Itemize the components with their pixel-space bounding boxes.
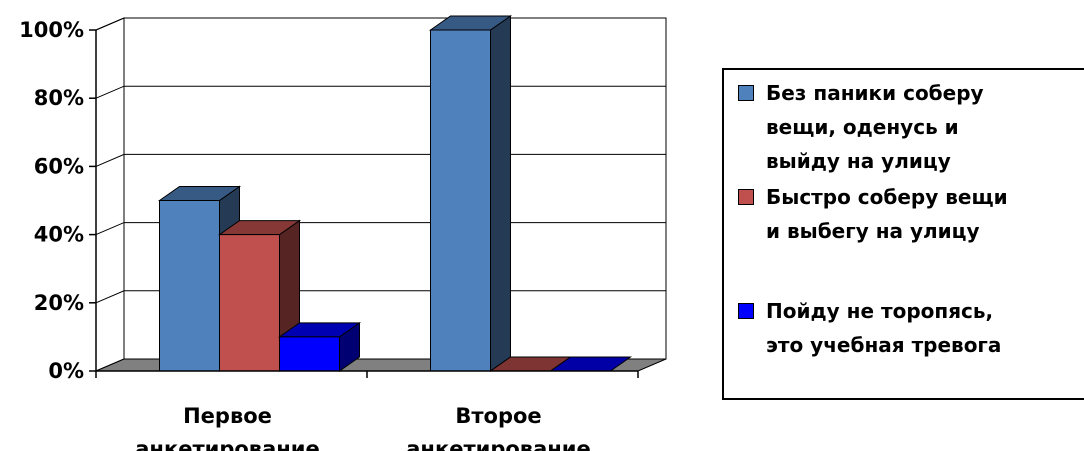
y-axis-tick-labels: 0% 20% 40% 60% 80% 100% bbox=[19, 18, 84, 383]
y-tick-label: 0% bbox=[48, 359, 84, 383]
x-axis-category-labels: Первое анкетирование Второе анкетирование bbox=[135, 404, 590, 451]
x-category-label: Первое bbox=[183, 404, 272, 428]
legend-item-series-3: Пойду не торопясь, это учебная тревога bbox=[738, 298, 1084, 362]
legend-label-series-3: Пойду не торопясь, это учебная тревога bbox=[766, 299, 1002, 357]
bar-3-1 bbox=[277, 321, 362, 372]
bar-2-1 bbox=[217, 219, 302, 372]
legend-label-series-1: Без паники соберу вещи, оденусь и выйду … bbox=[766, 81, 984, 173]
x-category-label: Второе bbox=[455, 404, 541, 428]
side-wall bbox=[95, 17, 125, 372]
y-tick-label: 20% bbox=[34, 291, 84, 315]
y-tick-label: 80% bbox=[34, 86, 84, 110]
legend-swatch-series-2 bbox=[738, 189, 754, 205]
bar-1-2 bbox=[428, 15, 513, 372]
bar-front-face bbox=[219, 234, 280, 372]
bar-side-face bbox=[490, 15, 511, 372]
axes bbox=[89, 29, 639, 378]
legend: Без паники соберу вещи, оденусь и выйду … bbox=[722, 68, 1084, 400]
x-category-label: анкетирование bbox=[135, 437, 319, 451]
x-category-label: анкетирование bbox=[406, 437, 590, 451]
legend-swatch-series-3 bbox=[738, 303, 754, 319]
bars bbox=[157, 15, 633, 372]
y-tick-label: 100% bbox=[19, 18, 84, 42]
legend-item-series-1: Без паники соберу вещи, оденусь и выйду … bbox=[738, 80, 1084, 178]
legend-label-series-2: Быстро соберу вещи и выбегу на улицу bbox=[766, 185, 1008, 243]
bar-front-face bbox=[279, 336, 340, 372]
bar-chart: 0% 20% 40% 60% 80% 100% Первое анкетирование Вт… bbox=[19, 15, 667, 451]
legend-swatch-series-1 bbox=[738, 85, 754, 101]
y-tick-label: 60% bbox=[34, 154, 84, 178]
bar-front-face bbox=[159, 200, 220, 372]
bar-front-face bbox=[430, 29, 491, 372]
legend-item-series-2: Быстро соберу вещи и выбегу на улицу bbox=[738, 184, 1084, 248]
y-tick-label: 40% bbox=[34, 223, 84, 247]
